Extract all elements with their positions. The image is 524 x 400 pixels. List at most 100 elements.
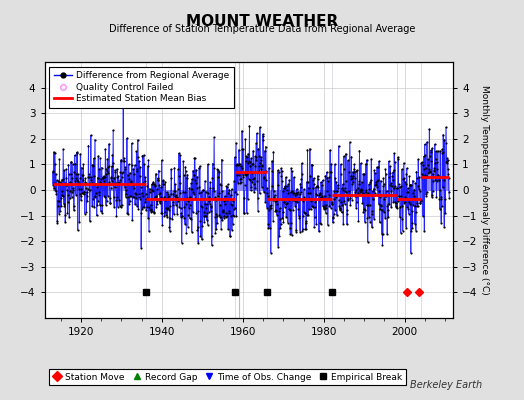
- Point: [77, 197, 85, 204]
- Point: [308, 203, 316, 209]
- Point: [353, 192, 361, 199]
- Point: [157, 210, 166, 216]
- Point: [62, 166, 70, 172]
- Point: [179, 172, 188, 178]
- Point: [97, 202, 106, 209]
- Point: [397, 230, 405, 236]
- Point: [435, 196, 444, 202]
- Point: [355, 148, 364, 154]
- Point: [386, 170, 395, 176]
- Point: [172, 195, 181, 201]
- Point: [117, 202, 126, 209]
- Point: [425, 126, 433, 132]
- Point: [123, 210, 132, 216]
- Point: [108, 181, 117, 188]
- Point: [342, 150, 350, 157]
- Point: [291, 198, 300, 204]
- Point: [286, 207, 294, 213]
- Point: [271, 207, 280, 214]
- Point: [134, 137, 142, 143]
- Point: [192, 210, 201, 217]
- Point: [319, 203, 327, 210]
- Point: [75, 180, 83, 186]
- Point: [310, 214, 319, 221]
- Point: [379, 175, 388, 182]
- Point: [376, 219, 384, 226]
- Point: [251, 153, 259, 160]
- Point: [164, 205, 172, 211]
- Point: [403, 189, 411, 196]
- Point: [283, 219, 292, 226]
- Point: [239, 210, 248, 216]
- Point: [327, 161, 335, 167]
- Point: [343, 221, 351, 228]
- Point: [143, 203, 151, 210]
- Point: [95, 202, 104, 209]
- Point: [89, 162, 97, 169]
- Point: [428, 192, 436, 198]
- Point: [384, 207, 392, 213]
- Point: [229, 197, 237, 204]
- Point: [329, 214, 337, 220]
- Point: [348, 196, 356, 203]
- Point: [331, 175, 340, 181]
- Point: [367, 192, 375, 198]
- Point: [133, 203, 141, 210]
- Point: [367, 156, 375, 162]
- Point: [118, 174, 126, 180]
- Point: [155, 191, 163, 198]
- Point: [399, 175, 408, 182]
- Point: [346, 202, 355, 208]
- Point: [120, 158, 128, 164]
- Point: [157, 194, 165, 200]
- Point: [266, 202, 275, 209]
- Point: [218, 217, 226, 224]
- Point: [259, 174, 268, 180]
- Point: [141, 199, 149, 206]
- Point: [92, 212, 101, 219]
- Text: Difference of Station Temperature Data from Regional Average: Difference of Station Temperature Data f…: [109, 24, 415, 34]
- Point: [228, 220, 237, 227]
- Point: [396, 214, 404, 220]
- Point: [405, 198, 413, 205]
- Point: [179, 189, 187, 196]
- Point: [156, 200, 164, 206]
- Point: [332, 179, 341, 185]
- Point: [192, 167, 200, 173]
- Point: [158, 177, 167, 183]
- Point: [428, 145, 436, 151]
- Point: [393, 205, 401, 212]
- Point: [282, 186, 291, 193]
- Point: [76, 151, 84, 157]
- Point: [369, 186, 378, 192]
- Point: [193, 227, 202, 233]
- Point: [202, 205, 210, 212]
- Point: [259, 137, 267, 143]
- Point: [408, 225, 417, 231]
- Point: [210, 134, 218, 141]
- Point: [335, 197, 343, 204]
- Point: [313, 183, 321, 190]
- Point: [280, 199, 288, 205]
- Point: [239, 174, 247, 180]
- Point: [249, 175, 258, 182]
- Point: [69, 203, 78, 209]
- Point: [264, 220, 272, 227]
- Point: [330, 188, 339, 194]
- Point: [52, 191, 61, 197]
- Point: [388, 177, 397, 183]
- Point: [410, 193, 419, 199]
- Point: [73, 149, 81, 156]
- Point: [116, 169, 125, 175]
- Point: [105, 195, 114, 201]
- Point: [377, 178, 385, 184]
- Point: [105, 179, 114, 186]
- Point: [257, 157, 266, 164]
- Point: [337, 161, 345, 167]
- Point: [361, 170, 369, 177]
- Point: [113, 194, 121, 200]
- Point: [439, 148, 447, 155]
- Point: [329, 219, 337, 226]
- Point: [199, 187, 208, 194]
- Point: [323, 188, 331, 194]
